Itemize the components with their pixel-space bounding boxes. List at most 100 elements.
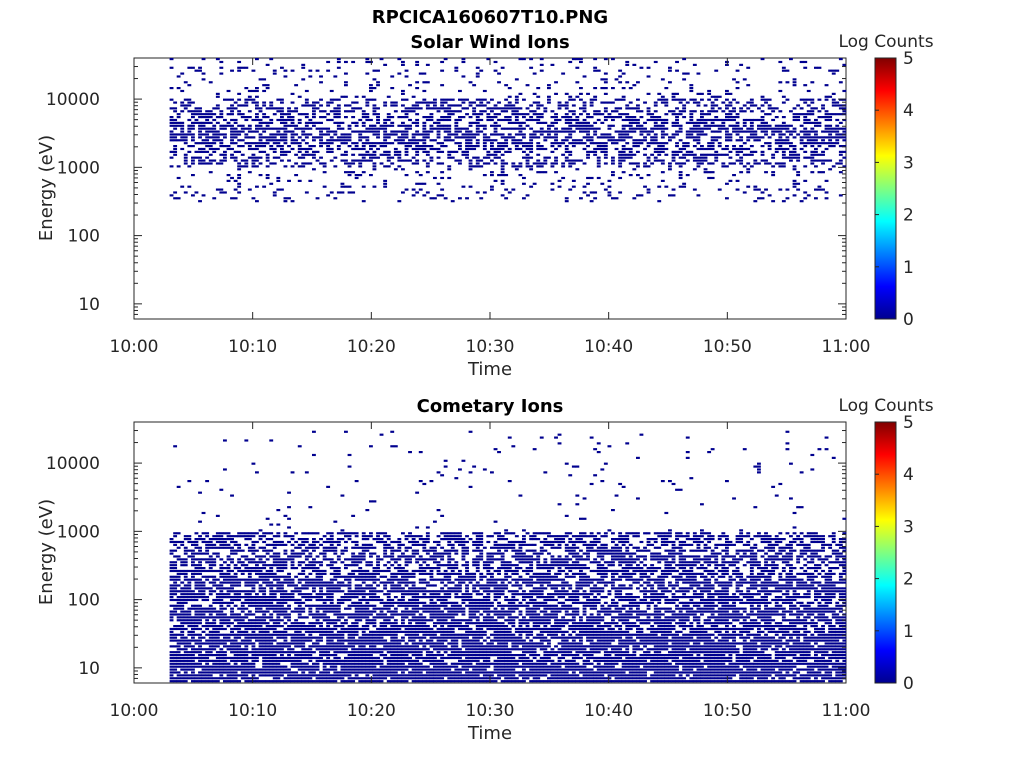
heatmap-cell bbox=[436, 124, 441, 127]
heatmap-cell bbox=[725, 92, 729, 95]
heatmap-cell bbox=[208, 147, 213, 151]
heatmap-cell bbox=[824, 95, 829, 98]
heatmap-cell bbox=[297, 607, 302, 610]
heatmap-cell bbox=[219, 627, 224, 631]
heatmap-cell bbox=[290, 165, 295, 168]
heatmap-cell bbox=[664, 104, 669, 107]
heatmap-cell bbox=[201, 654, 206, 657]
heatmap-cell bbox=[205, 546, 210, 549]
heatmap-cell bbox=[201, 616, 206, 619]
heatmap-cell bbox=[814, 165, 818, 168]
heatmap-cell bbox=[682, 145, 687, 148]
heatmap-cell bbox=[208, 625, 213, 628]
heatmap-cell bbox=[276, 575, 281, 578]
heatmap-cell bbox=[333, 613, 338, 616]
heatmap-cell bbox=[774, 107, 779, 110]
heatmap-cell bbox=[308, 506, 313, 509]
heatmap-cell bbox=[568, 162, 573, 165]
heatmap-cell bbox=[208, 633, 213, 636]
heatmap-cell bbox=[646, 118, 651, 122]
heatmap-cell bbox=[611, 197, 615, 200]
heatmap-cell bbox=[703, 133, 708, 136]
heatmap-cell bbox=[461, 185, 466, 188]
heatmap-cell bbox=[198, 107, 202, 110]
heatmap-cell bbox=[169, 587, 174, 590]
heatmap-cell bbox=[187, 674, 192, 677]
heatmap-cell bbox=[628, 107, 633, 110]
heatmap-cell bbox=[479, 69, 484, 72]
heatmap-cell bbox=[265, 642, 270, 645]
heatmap-cell bbox=[475, 98, 480, 101]
heatmap-cell bbox=[198, 659, 202, 662]
heatmap-cell bbox=[233, 659, 238, 662]
heatmap-cell bbox=[586, 153, 590, 156]
heatmap-cell bbox=[258, 145, 263, 148]
heatmap-cell bbox=[500, 168, 505, 171]
heatmap-cell bbox=[668, 136, 672, 139]
heatmap-cell bbox=[500, 136, 505, 139]
heatmap-cell bbox=[290, 564, 295, 567]
heatmap-cell bbox=[319, 674, 323, 677]
heatmap-cell bbox=[226, 645, 231, 648]
heatmap-cell bbox=[240, 659, 245, 662]
heatmap-cell bbox=[312, 145, 316, 148]
heatmap-cell bbox=[219, 558, 224, 561]
heatmap-cell bbox=[810, 142, 815, 145]
heatmap-cell bbox=[230, 633, 234, 636]
heatmap-cell bbox=[475, 121, 480, 124]
heatmap-cell bbox=[304, 142, 309, 145]
heatmap-cell bbox=[287, 680, 291, 683]
heatmap-cell bbox=[212, 633, 217, 636]
heatmap-cell bbox=[319, 543, 323, 546]
heatmap-cell bbox=[493, 121, 498, 124]
heatmap-cell bbox=[198, 616, 202, 619]
heatmap-cell bbox=[280, 587, 284, 590]
heatmap-cell bbox=[287, 124, 291, 127]
heatmap-cell bbox=[778, 89, 783, 93]
heatmap-cell bbox=[625, 147, 630, 151]
heatmap-cell bbox=[183, 659, 188, 662]
heatmap-cell bbox=[333, 607, 338, 610]
heatmap-cell bbox=[465, 133, 469, 136]
heatmap-cell bbox=[240, 642, 245, 645]
heatmap-cell bbox=[586, 116, 590, 119]
heatmap-cell bbox=[258, 546, 263, 549]
heatmap-cell bbox=[415, 113, 420, 116]
heatmap-cell bbox=[411, 147, 416, 151]
heatmap-cell bbox=[671, 194, 676, 197]
heatmap-cell bbox=[539, 69, 544, 72]
heatmap-cell bbox=[297, 645, 302, 648]
heatmap-cell bbox=[326, 593, 331, 596]
colorbar-tick-label: 3 bbox=[903, 153, 914, 173]
heatmap-cell bbox=[272, 654, 277, 657]
heatmap-cell bbox=[376, 130, 380, 133]
heatmap-cell bbox=[212, 677, 217, 680]
colorbar-gradient bbox=[874, 57, 897, 320]
heatmap-cell bbox=[262, 619, 267, 622]
heatmap-cell bbox=[821, 104, 825, 107]
heatmap-cell bbox=[514, 142, 519, 145]
heatmap-cell bbox=[198, 121, 202, 124]
heatmap-cell bbox=[657, 185, 662, 188]
heatmap-cell bbox=[379, 124, 384, 127]
heatmap-cell bbox=[696, 159, 701, 162]
heatmap-cell bbox=[586, 150, 590, 153]
heatmap-cell bbox=[336, 104, 341, 107]
heatmap-cell bbox=[251, 165, 256, 168]
heatmap-cell bbox=[226, 543, 231, 546]
heatmap-cell bbox=[422, 101, 427, 104]
heatmap-cell bbox=[283, 636, 288, 639]
heatmap-cell bbox=[322, 546, 327, 549]
heatmap-cell bbox=[614, 116, 619, 119]
heatmap-cell bbox=[344, 150, 348, 153]
heatmap-cell bbox=[219, 651, 224, 654]
heatmap-cell bbox=[208, 593, 213, 596]
heatmap-cell bbox=[646, 130, 651, 133]
heatmap-cell bbox=[329, 549, 334, 552]
heatmap-cell bbox=[191, 555, 195, 558]
heatmap-cell bbox=[447, 165, 452, 168]
heatmap-cell bbox=[806, 133, 811, 136]
heatmap-cell bbox=[304, 124, 309, 127]
heatmap-cell bbox=[393, 150, 398, 153]
heatmap-cell bbox=[692, 153, 697, 156]
